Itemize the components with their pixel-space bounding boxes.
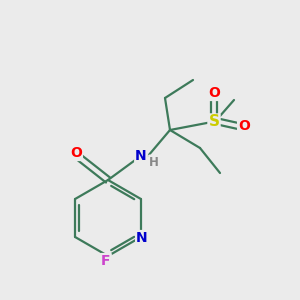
Text: O: O xyxy=(208,86,220,100)
Text: F: F xyxy=(101,254,111,268)
Text: S: S xyxy=(208,115,220,130)
Text: N: N xyxy=(136,231,148,245)
Text: O: O xyxy=(238,119,250,133)
Text: N: N xyxy=(135,149,147,163)
Text: O: O xyxy=(70,146,82,160)
Text: H: H xyxy=(149,155,159,169)
